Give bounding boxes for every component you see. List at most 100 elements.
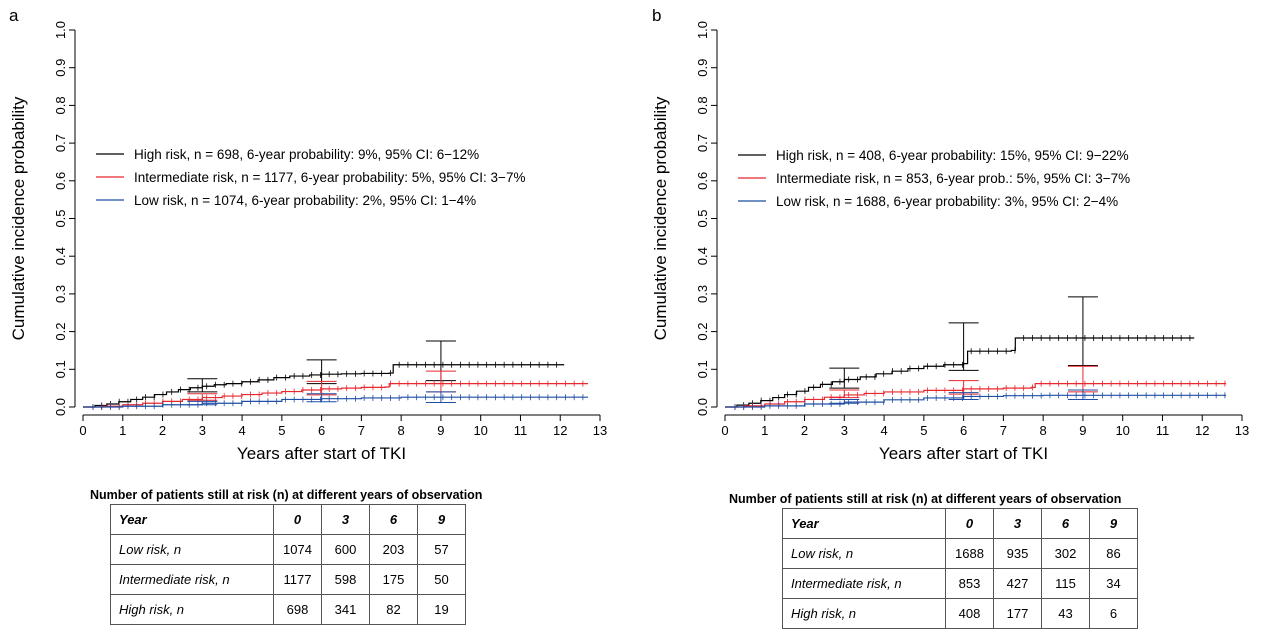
x-tick-label: 0 [79,423,86,438]
table-cell: Intermediate risk, n [110,564,274,595]
table-cell: 115 [1041,568,1090,599]
y-tick-label: 0.8 [695,96,710,114]
legend-entry-1: High risk, n = 408, 6-year probability: … [776,148,1129,163]
table-cell: Low risk, n [782,538,946,569]
legend-entry-3: Low risk, n = 1688, 6-year probability: … [776,194,1118,209]
table-cell: 935 [993,538,1042,569]
y-tick-label: 0.6 [695,172,710,190]
table-cell: 1177 [273,564,322,595]
table-cell: 86 [1089,538,1138,569]
table-cell: 6 [1089,598,1138,629]
chart-b: 0 1 2 3 4 5 6 7 8 9 10 11 12 130.00.10.20.30.40.50.60… [651,21,1249,463]
table-row: High risk, n 408 177 43 6 [782,598,1138,629]
x-tick-label: 12 [553,423,567,438]
y-tick-label: 0.9 [695,59,710,77]
table-header-row: Year 0 3 6 9 [782,508,1138,539]
y-tick-label: 0.7 [695,134,710,152]
x-tick-label: 1 [761,423,768,438]
table-header-cell: 0 [273,504,322,535]
y-tick-label: 0.9 [53,59,68,77]
table-header-cell: 0 [945,508,994,539]
x-tick-label: 5 [278,423,285,438]
x-axis-label: Years after start of TKI [879,444,1048,463]
table-header-cell: Year [782,508,946,539]
y-tick-label: 0.5 [695,209,710,227]
table-cell: 34 [1089,568,1138,599]
y-tick-label: 0.4 [695,247,710,265]
x-tick-label: 11 [514,423,528,438]
legend-entry-2: Intermediate risk, n = 853, 6-year prob.… [776,171,1130,186]
y-tick-label: 0.1 [53,360,68,378]
x-tick-label: 6 [960,423,967,438]
x-tick-label: 12 [1195,423,1209,438]
x-tick-label: 4 [880,423,887,438]
y-tick-label: 0.6 [53,172,68,190]
y-tick-label: 1.0 [53,21,68,39]
risk-table-a-caption: Number of patients still at risk (n) at … [90,488,483,502]
x-tick-label: 8 [1040,423,1047,438]
series-line-3 [83,396,589,408]
risk-table-b-caption: Number of patients still at risk (n) at … [729,492,1122,506]
y-tick-label: 0.7 [53,134,68,152]
chart-a: 0 1 2 3 4 5 6 7 8 9 10 11 12 130.00.10.20.30.40.50.60… [9,21,607,463]
table-row: High risk, n 698 341 82 19 [110,594,466,625]
table-cell: 853 [945,568,994,599]
table-row: Low risk, n 1688 935 302 86 [782,538,1138,569]
x-tick-label: 13 [593,423,607,438]
series-line-1 [725,337,1195,408]
x-tick-label: 10 [473,423,487,438]
x-tick-label: 9 [437,423,444,438]
table-header-cell: 3 [993,508,1042,539]
table-cell: Intermediate risk, n [782,568,946,599]
table-header-cell: 6 [1041,508,1090,539]
y-tick-label: 0.8 [53,96,68,114]
table-cell: High risk, n [110,594,274,625]
table-cell: 19 [417,594,466,625]
table-cell: 177 [993,598,1042,629]
x-tick-label: 8 [398,423,405,438]
table-cell: 598 [321,564,370,595]
risk-table-a: Year 0 3 6 9 Low risk, n 1074 600 203 57… [110,504,466,625]
x-tick-label: 3 [841,423,848,438]
table-header-cell: 3 [321,504,370,535]
table-cell: Low risk, n [110,534,274,565]
table-cell: 43 [1041,598,1090,629]
table-cell: 427 [993,568,1042,599]
table-header-cell: 6 [369,504,418,535]
x-tick-label: 10 [1115,423,1129,438]
y-tick-label: 0.1 [695,360,710,378]
risk-table-b: Year 0 3 6 9 Low risk, n 1688 935 302 86… [782,508,1138,629]
x-tick-label: 6 [318,423,325,438]
series-line-3 [725,394,1227,408]
x-tick-label: 2 [801,423,808,438]
y-tick-label: 0.2 [53,323,68,341]
y-tick-label: 0.2 [695,323,710,341]
x-tick-label: 1 [119,423,126,438]
y-tick-label: 0.5 [53,209,68,227]
table-row: Low risk, n 1074 600 203 57 [110,534,466,565]
table-cell: 408 [945,598,994,629]
y-tick-label: 0.4 [53,247,68,265]
x-tick-label: 4 [238,423,245,438]
panel-a-letter: a [9,6,19,25]
table-header-cell: 9 [417,504,466,535]
y-axis-label: Cumulative incidence probability [651,96,670,340]
table-cell: 57 [417,534,466,565]
x-tick-label: 2 [159,423,166,438]
panel-b-letter: b [652,6,662,25]
x-tick-label: 13 [1235,423,1249,438]
y-tick-label: 1.0 [695,21,710,39]
x-tick-label: 7 [1000,423,1007,438]
x-tick-label: 0 [721,423,728,438]
series-line-2 [725,383,1227,408]
legend-entry-3: Low risk, n = 1074, 6-year probability: … [134,193,476,208]
y-tick-label: 0.3 [695,285,710,303]
table-cell: 698 [273,594,322,625]
legend-entry-1: High risk, n = 698, 6-year probability: … [134,147,479,162]
table-cell: 82 [369,594,418,625]
table-cell: 203 [369,534,418,565]
table-header-row: Year 0 3 6 9 [110,504,466,535]
x-tick-label: 7 [358,423,365,438]
x-tick-label: 11 [1156,423,1170,438]
table-cell: 50 [417,564,466,595]
